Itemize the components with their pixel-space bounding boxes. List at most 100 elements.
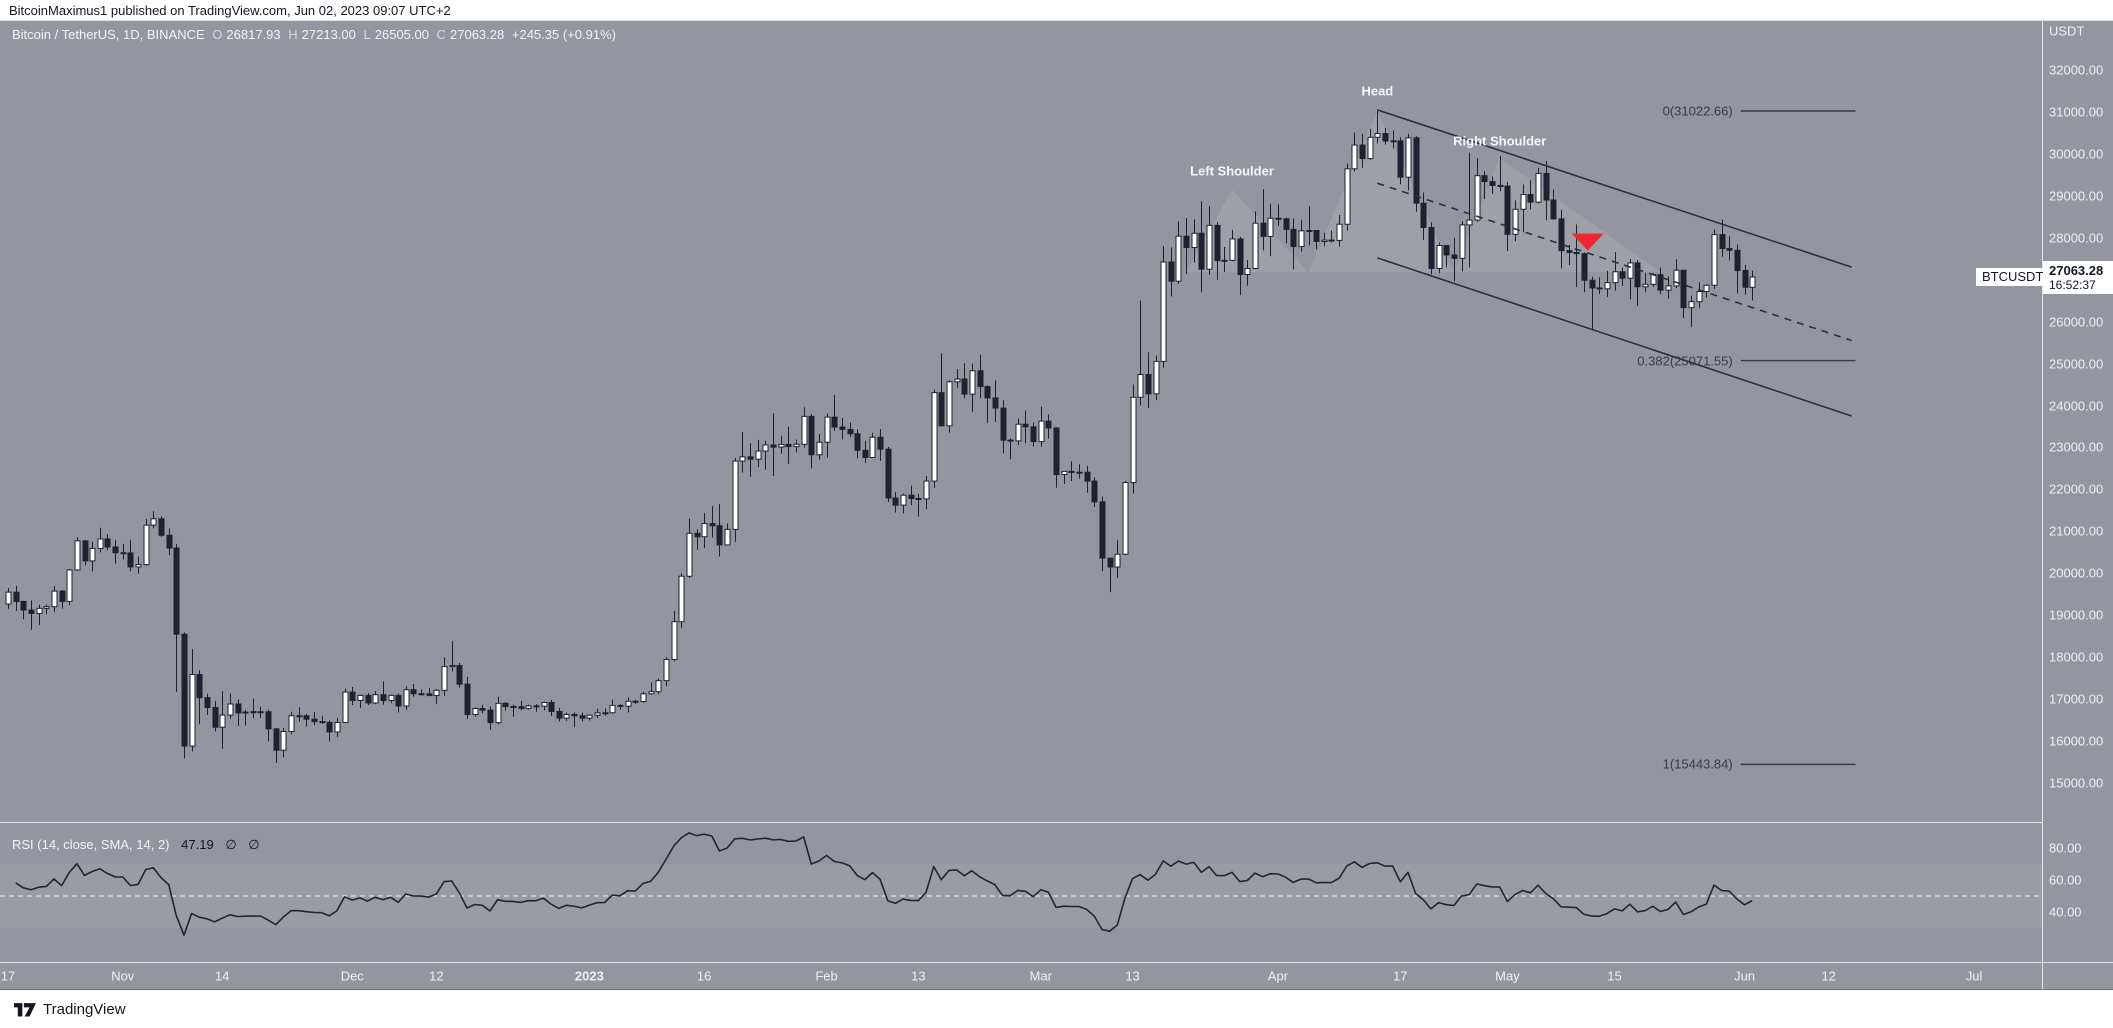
candle-body bbox=[885, 448, 892, 499]
candle-body bbox=[808, 415, 815, 456]
candle-body bbox=[1719, 234, 1726, 249]
fib-label-0[interactable]: 0(31022.66) bbox=[1662, 103, 1733, 119]
candle-body bbox=[785, 443, 792, 448]
candle-body bbox=[1068, 470, 1075, 473]
candle-body bbox=[510, 705, 517, 708]
candle-body bbox=[709, 523, 716, 527]
candle-body bbox=[1114, 553, 1121, 568]
candle-body bbox=[104, 538, 111, 548]
candle-body bbox=[1466, 219, 1473, 226]
candle-body bbox=[915, 498, 922, 501]
candle-body bbox=[1397, 140, 1404, 178]
candle-body bbox=[158, 518, 165, 536]
rsi-line bbox=[15, 832, 1753, 937]
candle-body bbox=[357, 694, 364, 701]
price-tick-17000: 17000.00 bbox=[2049, 691, 2104, 707]
candle-body bbox=[1221, 259, 1228, 262]
candle-body bbox=[1481, 175, 1488, 183]
pattern-shade-head[interactable] bbox=[1308, 110, 1454, 273]
candle-body bbox=[1076, 471, 1083, 474]
candle-body bbox=[1604, 282, 1611, 290]
candle-body bbox=[1520, 194, 1527, 210]
candle-body bbox=[1038, 420, 1045, 443]
candle-body bbox=[1703, 284, 1710, 292]
footer bbox=[0, 990, 2113, 1028]
candle-body bbox=[1612, 271, 1619, 284]
short-marker-triangle[interactable] bbox=[1571, 233, 1604, 251]
candle-body bbox=[1015, 423, 1022, 442]
time-tick-Jul: Jul bbox=[1965, 968, 1983, 984]
candle-body bbox=[227, 703, 234, 716]
candle-body bbox=[831, 416, 838, 428]
chart-bottom-border bbox=[0, 989, 2113, 990]
candle-body bbox=[257, 711, 264, 714]
candle-body bbox=[1459, 224, 1466, 259]
candle-body bbox=[1711, 234, 1718, 286]
rsi-legend[interactable]: RSI (14, close, SMA, 14, 2) 47.19 ∅ ∅ bbox=[12, 837, 260, 853]
candle-body bbox=[273, 728, 280, 751]
candle-body bbox=[1260, 222, 1267, 237]
head-label[interactable]: Head bbox=[1361, 83, 1394, 99]
chart-background[interactable] bbox=[0, 21, 2113, 990]
price-tick-28000: 28000.00 bbox=[2049, 230, 2104, 246]
candle-body bbox=[739, 456, 746, 462]
candle-body bbox=[663, 659, 670, 682]
candle-body bbox=[433, 689, 440, 697]
candle-body bbox=[365, 694, 372, 704]
candle-body bbox=[1527, 194, 1534, 203]
candle-body bbox=[1137, 373, 1144, 398]
candle-body bbox=[1267, 217, 1274, 237]
symbol-description[interactable]: Bitcoin / TetherUS, 1D, BINANCE bbox=[12, 27, 205, 42]
candle-body bbox=[1045, 420, 1052, 429]
candle-body bbox=[120, 552, 127, 555]
candle-body bbox=[908, 494, 915, 500]
candle-body bbox=[288, 715, 295, 732]
candle-body bbox=[1328, 239, 1335, 242]
time-tick-Nov: Nov bbox=[111, 968, 135, 984]
candle-body bbox=[816, 441, 823, 456]
rsi-title[interactable]: RSI (14, close, SMA, 14, 2) bbox=[12, 837, 170, 852]
candle-body bbox=[334, 721, 341, 733]
candle-body bbox=[1237, 238, 1244, 276]
tradingview-logo[interactable]: TradingView bbox=[14, 1001, 126, 1018]
time-tick-15: 15 bbox=[1607, 968, 1622, 984]
price-tick-18000: 18000.00 bbox=[2049, 649, 2104, 665]
candle-body bbox=[1099, 501, 1106, 559]
bar-countdown: 16:52:37 bbox=[2049, 278, 2096, 293]
channel-line-2[interactable] bbox=[1377, 182, 1852, 342]
candle-body bbox=[1443, 245, 1450, 256]
candle-body bbox=[793, 443, 800, 448]
candle-body bbox=[441, 666, 448, 691]
pane-divider[interactable] bbox=[0, 822, 2042, 823]
fib-label-1[interactable]: 0.382(25071.55) bbox=[1637, 353, 1733, 369]
candle-body bbox=[1206, 224, 1213, 270]
candle-body bbox=[1183, 235, 1190, 249]
candle-body bbox=[1244, 267, 1251, 276]
candle-body bbox=[74, 540, 81, 571]
price-tick-19000: 19000.00 bbox=[2049, 607, 2104, 623]
left-shoulder-label[interactable]: Left Shoulder bbox=[1190, 163, 1274, 179]
fib-label-2[interactable]: 1(15443.84) bbox=[1662, 756, 1733, 772]
candle-body bbox=[977, 370, 984, 388]
channel-line-3[interactable] bbox=[1377, 257, 1852, 417]
time-tick-14: 14 bbox=[214, 968, 230, 984]
candle-body bbox=[28, 609, 35, 614]
candle-body bbox=[97, 538, 104, 549]
open-value: 26817.93 bbox=[226, 27, 281, 42]
right-shoulder-label[interactable]: Right Shoulder bbox=[1453, 133, 1547, 149]
candle-body bbox=[1321, 239, 1328, 242]
candle-body bbox=[640, 693, 647, 703]
candle-body bbox=[969, 370, 976, 395]
last-price-box: 27063.28 16:52:37 bbox=[2043, 261, 2113, 295]
candle-body bbox=[1374, 133, 1381, 138]
time-tick-17: 17 bbox=[0, 968, 16, 984]
channel-line-1[interactable] bbox=[1377, 109, 1852, 268]
symbol-legend[interactable]: Bitcoin / TetherUS, 1D, BINANCE O 26817.9… bbox=[12, 27, 620, 42]
candle-body bbox=[1619, 271, 1626, 279]
candle-body bbox=[671, 621, 678, 661]
candle-body bbox=[487, 709, 494, 724]
time-axis-border bbox=[0, 962, 2113, 963]
price-axis-border[interactable] bbox=[2042, 21, 2043, 989]
candle-body bbox=[1390, 140, 1397, 143]
